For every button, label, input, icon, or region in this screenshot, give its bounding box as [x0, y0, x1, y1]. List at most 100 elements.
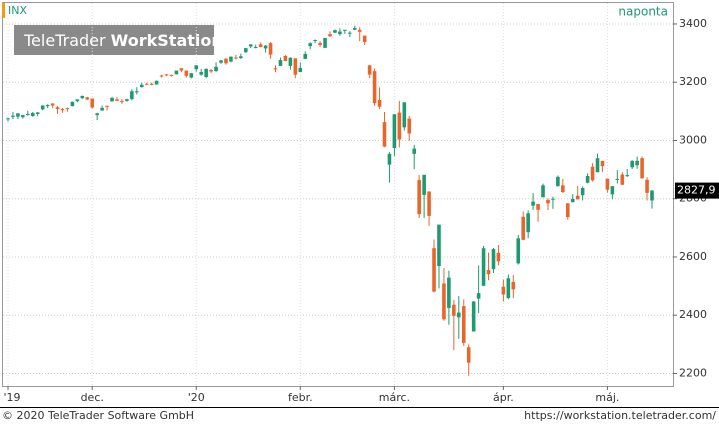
candle-body	[605, 178, 610, 190]
candle-body	[258, 44, 263, 47]
candle-body	[595, 158, 600, 173]
candle-body	[11, 115, 15, 117]
candle-body	[30, 113, 35, 117]
candle-body	[476, 293, 481, 299]
candle-body	[253, 46, 258, 48]
candle-body	[120, 101, 124, 103]
candle-body	[620, 174, 625, 185]
x-tick-label: márc.	[379, 391, 410, 404]
x-tick-label: dec.	[81, 391, 104, 404]
candle-body	[546, 199, 550, 204]
candle-body	[308, 43, 312, 47]
candle-body	[55, 107, 60, 110]
candle-body	[580, 187, 585, 196]
candle-body	[382, 122, 387, 147]
logo-brand: TeleTrader	[23, 31, 106, 50]
candle-body	[427, 191, 431, 216]
candle-body	[224, 58, 228, 64]
candle-body	[536, 203, 540, 210]
candle-body	[313, 39, 317, 41]
candle-body	[447, 277, 451, 308]
candle-body	[135, 91, 139, 93]
candle-body	[397, 112, 402, 140]
candle-body	[234, 57, 238, 59]
candle-body	[565, 203, 570, 218]
candle-body	[40, 105, 45, 110]
candle-body	[60, 109, 65, 111]
candle-body	[130, 91, 134, 100]
candle-body	[50, 103, 55, 106]
candle-body	[338, 31, 342, 35]
candle-body	[100, 107, 104, 111]
candle-body	[144, 83, 149, 85]
candle-body	[412, 148, 417, 154]
candle-body	[452, 304, 456, 316]
last-price-label: 2827,9	[677, 184, 716, 197]
candle-body	[199, 72, 203, 75]
x-tick-label: '20	[188, 391, 205, 404]
candle-body	[35, 112, 40, 114]
candle-body	[521, 216, 525, 240]
candle-body	[511, 282, 516, 290]
candle-body	[407, 118, 412, 134]
candle-body	[531, 201, 535, 206]
candle-body	[650, 190, 654, 201]
x-tick-label: ápr.	[493, 391, 514, 404]
candle-body	[6, 118, 10, 120]
candle-body	[80, 95, 85, 99]
candle-body	[372, 71, 377, 104]
candle-body	[179, 68, 184, 71]
x-tick-label: máj.	[595, 391, 619, 404]
candle-body	[75, 99, 80, 102]
candle-body	[164, 74, 169, 76]
candle-body	[209, 69, 213, 72]
candle-body	[486, 270, 491, 275]
candle-body	[125, 99, 129, 101]
candle-body	[645, 179, 649, 193]
candle-body	[323, 37, 327, 48]
candle-body	[149, 83, 154, 85]
candle-body	[303, 53, 308, 59]
candle-body	[169, 74, 174, 76]
candle-body	[16, 113, 20, 117]
candle-body	[526, 213, 530, 233]
candle-body	[516, 238, 521, 264]
candle-body	[635, 160, 639, 166]
candle-body	[110, 97, 114, 102]
y-tick-label: 3000	[679, 133, 707, 146]
url: https://workstation.teletrader.com/	[524, 409, 716, 422]
candle-body	[432, 248, 436, 292]
copyright: © 2020 TeleTrader Software GmbH	[2, 409, 194, 422]
candle-body	[481, 248, 486, 286]
candle-body	[570, 199, 575, 203]
candle-body	[343, 29, 347, 31]
candle-body	[471, 301, 476, 332]
candle-body	[70, 101, 75, 107]
candle-body	[229, 56, 233, 62]
candle-body	[630, 160, 634, 168]
y-tick-label: 2200	[679, 366, 707, 379]
candle-body	[288, 57, 293, 66]
candle-body	[293, 58, 298, 75]
candle-body	[496, 252, 501, 262]
candle-body	[204, 68, 208, 77]
candle-body	[551, 198, 555, 200]
candle-body	[585, 176, 590, 183]
candle-body	[625, 175, 630, 177]
candle-body	[154, 80, 159, 85]
candle-body	[159, 75, 164, 77]
candle-body	[174, 70, 179, 75]
candle-body	[65, 108, 70, 110]
candle-body	[194, 65, 199, 70]
candle-body	[184, 70, 189, 76]
candle-body	[283, 56, 288, 61]
candle-body	[248, 44, 253, 47]
logo-box	[14, 25, 214, 55]
candle-body	[491, 249, 496, 270]
candle-body	[357, 29, 362, 32]
candle-body	[214, 66, 218, 72]
candle-body	[95, 113, 99, 116]
candle-body	[348, 32, 352, 34]
candle-body	[243, 48, 248, 53]
